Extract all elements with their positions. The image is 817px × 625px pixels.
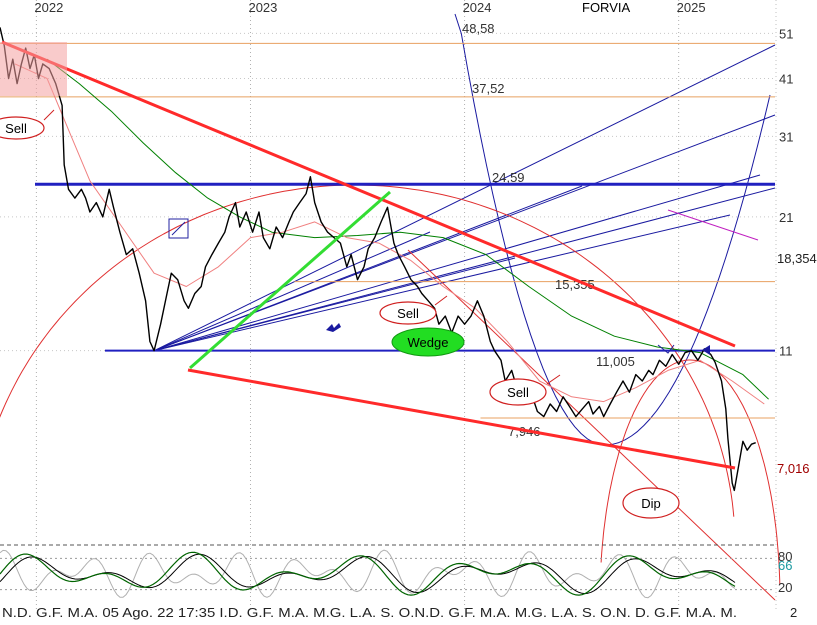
price-line [0, 27, 756, 492]
fan-line [153, 231, 431, 352]
osc-signal-line [0, 553, 736, 595]
magenta-segment [667, 209, 759, 241]
marker-box [168, 218, 189, 239]
y-tick-label: 11 [779, 344, 793, 359]
sell-badge [379, 301, 437, 325]
year-label-2023: 2023 [248, 0, 277, 15]
fan-line [153, 44, 776, 352]
fan-line [154, 187, 776, 352]
wedge-badge [391, 327, 465, 357]
wedge-label: Wedge [408, 335, 449, 350]
price-level-label: 24,59 [492, 170, 525, 185]
price-series [0, 27, 756, 492]
price-level-label: 15,355 [555, 277, 595, 292]
sell-badge [0, 116, 45, 140]
fan-line [154, 174, 761, 352]
annotations: Sell Sell Sell Wedge Dip 18,354 7,016 [0, 42, 817, 519]
sell-label: Sell [507, 385, 529, 400]
axes: FORVIA N.D. G.F. M.A. 05 Ago. 22 17:35 I… [2, 0, 797, 620]
sell-label: Sell [397, 306, 419, 321]
moving-average-2 [14, 63, 765, 405]
marker-box-slash [171, 221, 186, 236]
right-value-label: 18,354 [777, 251, 817, 266]
year-label-2022: 2022 [34, 0, 63, 15]
small-red-arc [600, 359, 781, 585]
green-trendline [189, 190, 391, 370]
trend-lines [1, 40, 736, 470]
fan-line [154, 257, 516, 352]
y-tick-label: 21 [779, 210, 793, 225]
price-level-label: 37,52 [472, 81, 505, 96]
osc-tick-label: 80 [778, 549, 792, 564]
lower-wedge-trendline [187, 368, 736, 470]
osc-main-line [0, 551, 736, 596]
y-tick-label: 41 [779, 72, 793, 87]
moving-averages [14, 58, 769, 405]
fan-line [153, 185, 583, 352]
highlight-box [0, 42, 67, 96]
y-tick-label: 31 [779, 129, 793, 144]
sell-arrow [434, 295, 448, 306]
blue-chevron-marker [657, 344, 675, 354]
y-tick-label: 51 [779, 26, 793, 41]
chart-title: FORVIA [582, 0, 630, 15]
descending-trendline [1, 40, 736, 348]
osc-raw-line [0, 549, 736, 599]
blue-arrow-marker [326, 323, 341, 332]
sell-arrow [546, 374, 561, 385]
right-value-label: 7,016 [777, 461, 810, 476]
price-level-label: 48,58 [462, 21, 495, 36]
blue-parabola [454, 13, 771, 446]
osc-tick-label: 66 [778, 558, 792, 573]
year-label-2024: 2024 [463, 0, 492, 15]
sell-badge [489, 378, 547, 406]
sell-arrow [43, 109, 55, 121]
year-label-2025: 2025 [677, 0, 706, 15]
moving-average-1 [46, 58, 769, 400]
osc-tick-label: 20 [778, 580, 792, 595]
month-axis-labels: N.D. G.F. M.A. 05 Ago. 22 17:35 I.D. G.F… [2, 605, 737, 620]
price-level-label: 11,005 [596, 354, 635, 369]
month-axis-end-mark: 2 [790, 605, 797, 620]
dip-badge [622, 487, 680, 519]
fan-lines [153, 13, 776, 446]
dip-label: Dip [641, 496, 661, 511]
blue-arrow-marker [702, 345, 710, 355]
red-thin-diagonal [407, 249, 776, 601]
sell-label: Sell [5, 121, 27, 136]
